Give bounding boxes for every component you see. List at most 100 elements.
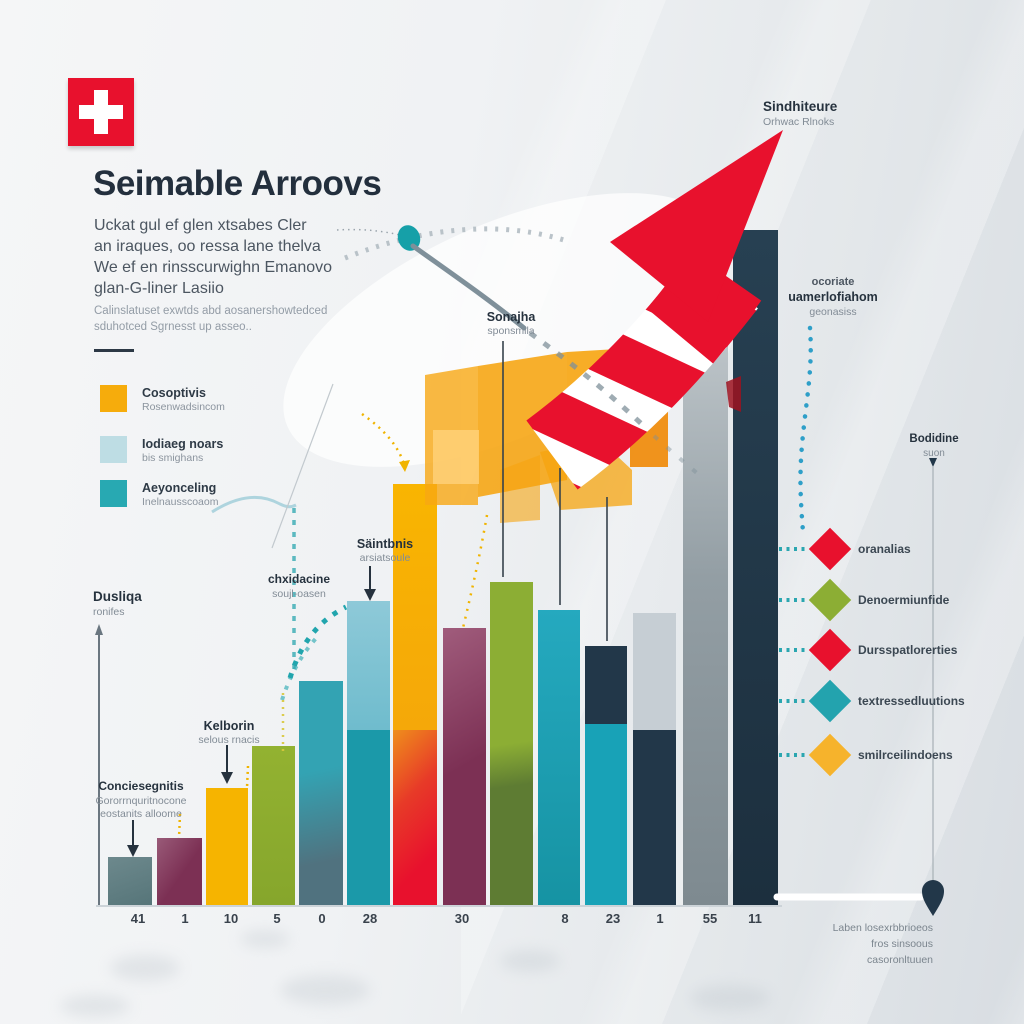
diamond-icon bbox=[808, 628, 852, 672]
dotted-marks bbox=[779, 598, 805, 602]
bar-segment bbox=[733, 230, 778, 905]
bar-segment bbox=[157, 838, 202, 905]
orange-ribbon bbox=[425, 348, 668, 523]
bar-segment bbox=[490, 582, 533, 905]
arrowhead bbox=[364, 589, 376, 601]
callout-sub: sponsmila bbox=[487, 325, 535, 338]
arrowhead bbox=[221, 772, 233, 784]
x-tick-label: 11 bbox=[748, 911, 762, 926]
legend-label: Aeyonceling bbox=[142, 481, 217, 495]
intro-paragraph: Uckat gul ef glen xtsabes Cler an iraque… bbox=[94, 215, 434, 299]
legend-swatch-lightblue bbox=[100, 436, 127, 463]
callout-title: Bodidine bbox=[909, 433, 959, 445]
texture-speck bbox=[280, 975, 370, 1005]
diamond-label: oranalias bbox=[858, 542, 911, 556]
callout-sub: Gororrnquritnocone bbox=[95, 794, 187, 807]
bar-segment bbox=[252, 746, 295, 905]
bar-segment bbox=[585, 724, 627, 905]
callout-sub: soujl-oasen bbox=[272, 587, 326, 600]
legend-swatch-teal bbox=[100, 480, 127, 507]
x-tick-label: 0 bbox=[318, 911, 326, 926]
footer-line: fros sinsoous bbox=[871, 937, 933, 950]
intro-line: Uckat gul ef glen xtsabes Cler bbox=[94, 217, 307, 234]
right-guide bbox=[773, 458, 944, 916]
bar-segment bbox=[206, 788, 248, 905]
x-tick-label: 23 bbox=[605, 911, 621, 926]
legend-sublabel: Rosenwadsincom bbox=[142, 401, 225, 413]
x-tick-label: 1 bbox=[181, 911, 189, 926]
texture-speck bbox=[240, 930, 290, 948]
dotted-marks bbox=[779, 753, 805, 757]
callout-title: Sindhiteure bbox=[763, 99, 838, 114]
diamond-label: textressedluutions bbox=[858, 694, 965, 708]
flag-cross-horizontal bbox=[79, 105, 123, 119]
callout-sub: arsiatsoule bbox=[359, 552, 411, 565]
diamond-icon bbox=[808, 679, 852, 723]
texture-speck bbox=[500, 950, 560, 972]
callout-sub: eostanits alloome bbox=[100, 808, 182, 821]
intro-line: glan-G-liner Lasiio bbox=[94, 280, 224, 297]
bar-segment bbox=[299, 681, 343, 905]
bar-segment bbox=[393, 730, 437, 905]
callout-title: Kelborin bbox=[203, 719, 255, 733]
callout-sindhiteure: Sindhiteure Orhwac Rlnoks bbox=[763, 98, 837, 129]
bar-segment bbox=[538, 610, 580, 905]
callout-y-axis: Dusliqa ronifes bbox=[93, 588, 142, 619]
callout-sub: geonasiss bbox=[809, 305, 857, 318]
swiss-flag-icon bbox=[68, 78, 134, 146]
secondary-line: sduhotced Sgrnesst up asseo.. bbox=[94, 321, 252, 333]
callout-saintbnis: Säintbnis arsiatsoule bbox=[357, 536, 413, 566]
x-tick-label: 41 bbox=[130, 911, 146, 926]
texture-speck bbox=[60, 995, 130, 1017]
legend-label: Cosoptivis bbox=[142, 386, 206, 400]
bar-segment bbox=[683, 310, 728, 905]
callout-sub: Orhwac Rlnoks bbox=[763, 115, 835, 128]
legend-label: Iodiaeg noars bbox=[142, 437, 224, 451]
secondary-line: Calinslatuset exwtds abd aosanershowtedc… bbox=[94, 305, 328, 317]
footer-line: Laben losexrbbrioeos bbox=[832, 922, 933, 934]
bar-segment bbox=[108, 857, 152, 905]
bar-segment bbox=[585, 646, 627, 724]
x-tick-label: 55 bbox=[702, 911, 718, 926]
dotted-marks bbox=[779, 648, 805, 652]
dotted-marks bbox=[779, 699, 805, 703]
diamond-label: smilrceilindoens bbox=[858, 748, 953, 762]
y-axis-arrowhead bbox=[95, 624, 103, 635]
page-title: Seimable Arroovs bbox=[93, 164, 382, 203]
diamond-label: Denoermiunfide bbox=[858, 593, 950, 607]
legend-sublabel: Inelnausscoaom bbox=[142, 496, 219, 508]
callout-title: chxidacine bbox=[267, 572, 331, 586]
callout-sub: ronifes bbox=[93, 605, 125, 618]
legend-sublabel: bis smighans bbox=[142, 452, 204, 464]
x-tick-label: 1 bbox=[656, 911, 664, 926]
callout-title: uamerlofiahom bbox=[788, 290, 878, 305]
callout-title: Säintbnis bbox=[356, 537, 414, 551]
bar-segment bbox=[347, 730, 390, 905]
intro-line: We ef en rinsscurwighn Emanovo bbox=[94, 259, 333, 276]
x-tick-label: 10 bbox=[223, 911, 239, 926]
callout-sub: selous rnacis bbox=[198, 734, 260, 747]
diamond-icon bbox=[808, 527, 852, 571]
bar-segment bbox=[347, 601, 390, 730]
bar-segment bbox=[633, 730, 676, 905]
secondary-paragraph: Calinslatuset exwtds abd aosanershowtedc… bbox=[94, 303, 394, 335]
diamond-icon bbox=[808, 733, 852, 777]
intro-line: an iraques, oo ressa lane thelva bbox=[94, 238, 321, 255]
x-tick-label: 30 bbox=[454, 911, 470, 926]
bar-segment bbox=[443, 628, 486, 905]
callout-title: Dusliqa bbox=[93, 589, 142, 604]
bar-segment bbox=[393, 484, 437, 730]
callout-kelborin: Kelborin selous rnacis bbox=[198, 718, 259, 748]
pin-icon bbox=[922, 880, 944, 916]
callout-title: Sonajha bbox=[486, 310, 536, 324]
texture-speck bbox=[690, 985, 770, 1011]
callout-sub: ocoriate bbox=[811, 276, 855, 288]
callout-sub: suon bbox=[923, 447, 945, 459]
diamond-label: Dursspatlorerties bbox=[858, 643, 958, 657]
arrowhead bbox=[127, 845, 139, 857]
callout-title: Conciesegnitis bbox=[98, 779, 184, 793]
callout-sonajha: Sonajha sponsmila bbox=[487, 309, 536, 339]
callout-ocoriate: ocoriate uamerlofiahom geonasiss bbox=[788, 275, 878, 319]
x-tick-label: 28 bbox=[362, 911, 378, 926]
